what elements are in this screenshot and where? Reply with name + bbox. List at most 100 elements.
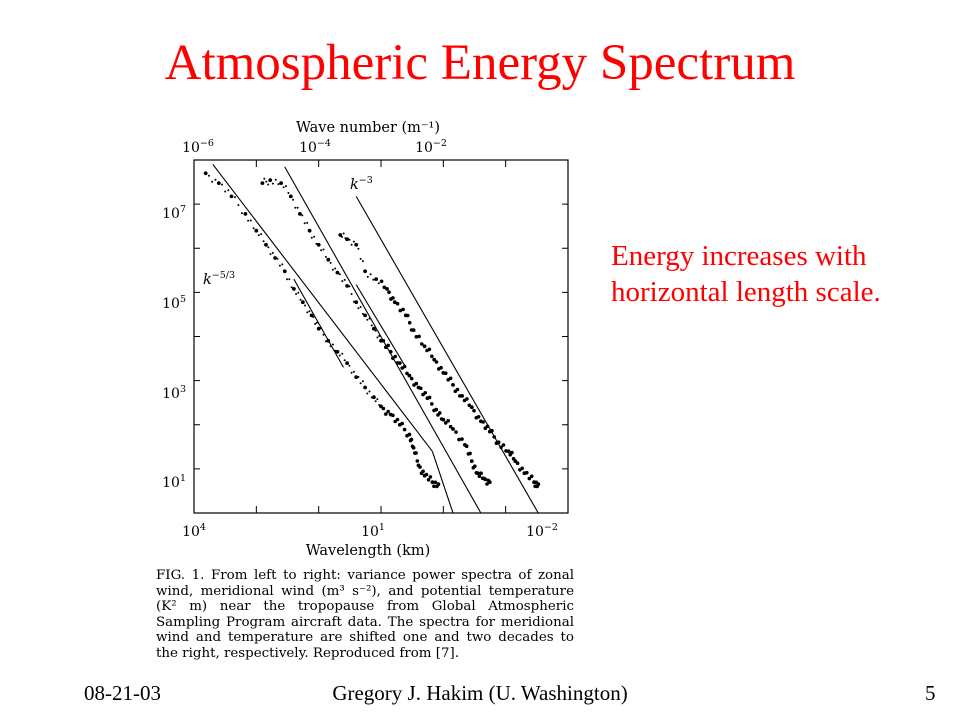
data-point-series-1: [292, 287, 296, 291]
data-point-series-1: [363, 385, 367, 390]
data-point-series-1: [421, 469, 425, 474]
data-point-series-3: [391, 296, 395, 300]
data-point-series-1: [436, 482, 441, 487]
data-point-series-1: [276, 257, 279, 260]
data-point-series-1: [290, 286, 293, 289]
data-point-series-1: [376, 398, 379, 401]
data-point-series-2: [343, 278, 346, 281]
data-point-series-1: [407, 432, 412, 437]
data-point-series-2: [274, 178, 277, 181]
data-point-series-3: [481, 420, 485, 424]
data-point-series-1: [221, 183, 223, 186]
data-point-series-1: [247, 219, 250, 222]
data-point-series-1: [300, 300, 305, 305]
data-point-series-1: [297, 291, 300, 294]
data-point-series-2: [341, 280, 344, 283]
data-point-series-3: [352, 240, 355, 243]
data-point-series-3: [350, 243, 353, 246]
ref-line-k3-series1-tail: [431, 451, 454, 514]
bottom-tick-label: 101: [361, 522, 385, 540]
data-point-series-3: [448, 376, 453, 381]
data-point-series-1: [257, 234, 260, 237]
data-point-series-3: [414, 335, 419, 339]
slide-number: 5: [925, 681, 936, 705]
data-point-series-1: [227, 189, 230, 192]
data-point-series-2: [294, 206, 297, 209]
data-point-series-1: [402, 427, 407, 432]
data-point-series-1: [214, 178, 217, 181]
data-point-series-1: [295, 293, 298, 295]
data-point-series-1: [271, 251, 274, 254]
data-point-series-1: [372, 395, 376, 400]
data-point-series-1: [237, 204, 240, 207]
data-point-series-1: [430, 480, 435, 485]
data-point-series-3: [536, 482, 541, 487]
footer-date: 08-21-03: [84, 681, 161, 705]
data-point-series-2: [376, 336, 379, 339]
data-point-series-1: [211, 180, 214, 183]
data-point-series-1: [316, 326, 321, 331]
data-point-series-1: [203, 171, 208, 176]
data-point-series-3: [525, 470, 529, 475]
data-point-series-2: [267, 183, 270, 186]
data-point-series-3: [398, 308, 403, 313]
top-tick-label: 10−2: [415, 138, 447, 156]
bottom-axis-label: Wavelength (km): [306, 543, 431, 559]
data-point-series-3: [434, 360, 439, 364]
data-point-series-3: [430, 354, 434, 359]
data-point-series-1: [286, 278, 288, 281]
data-point-series-2: [282, 186, 285, 189]
data-point-series-1: [304, 304, 306, 307]
data-point-series-2: [402, 364, 407, 369]
data-point-series-3: [369, 273, 372, 276]
data-point-series-1: [234, 196, 236, 199]
data-point-series-3: [385, 287, 389, 291]
data-point-series-1: [282, 269, 287, 274]
slide-title: Atmospheric Energy Spectrum: [164, 35, 796, 91]
data-point-series-3: [476, 415, 481, 419]
bottom-tick-label: 10−2: [526, 522, 558, 540]
data-point-series-1: [391, 413, 395, 418]
data-point-series-2: [263, 177, 266, 180]
data-point-series-3: [348, 238, 351, 241]
data-point-series-2: [307, 228, 312, 233]
annotation-text: Energy increases with horizontal length …: [611, 238, 881, 311]
data-point-series-3: [395, 301, 400, 306]
data-point-series-3: [420, 342, 424, 346]
data-point-series-2: [475, 471, 480, 476]
data-point-series-1: [252, 227, 255, 230]
data-point-series-1: [400, 421, 404, 426]
data-point-series-3: [515, 461, 520, 466]
data-point-series-1: [415, 459, 420, 463]
data-point-series-1: [379, 404, 383, 409]
data-point-series-3: [492, 435, 497, 439]
data-point-series-3: [451, 383, 455, 387]
data-point-series-1: [418, 465, 422, 469]
data-point-series-1: [411, 445, 416, 450]
data-point-series-1: [207, 174, 210, 177]
data-point-series-1: [338, 354, 341, 357]
data-point-series-3: [427, 347, 432, 352]
data-point-series-1: [352, 370, 355, 373]
data-point-series-3: [465, 397, 469, 401]
data-point-series-3: [490, 428, 494, 433]
data-point-series-2: [334, 267, 337, 270]
data-point-series-1: [299, 298, 302, 301]
data-point-series-1: [428, 475, 433, 479]
data-point-series-3: [374, 277, 378, 281]
data-point-series-1: [269, 253, 272, 256]
data-point-series-2: [260, 181, 265, 185]
data-point-series-2: [292, 198, 295, 201]
data-point-series-1: [348, 364, 351, 367]
data-point-series-2: [460, 437, 464, 441]
data-point-series-3: [382, 285, 387, 290]
left-tick-label: 101: [162, 473, 186, 491]
data-point-series-2: [372, 326, 376, 331]
data-point-series-3: [496, 440, 501, 445]
data-point-series-1: [433, 480, 438, 485]
data-point-series-2: [434, 407, 439, 412]
data-point-series-2: [405, 371, 409, 376]
data-point-series-2: [271, 182, 274, 185]
data-point-series-1: [386, 409, 390, 414]
data-point-series-2: [454, 430, 458, 434]
